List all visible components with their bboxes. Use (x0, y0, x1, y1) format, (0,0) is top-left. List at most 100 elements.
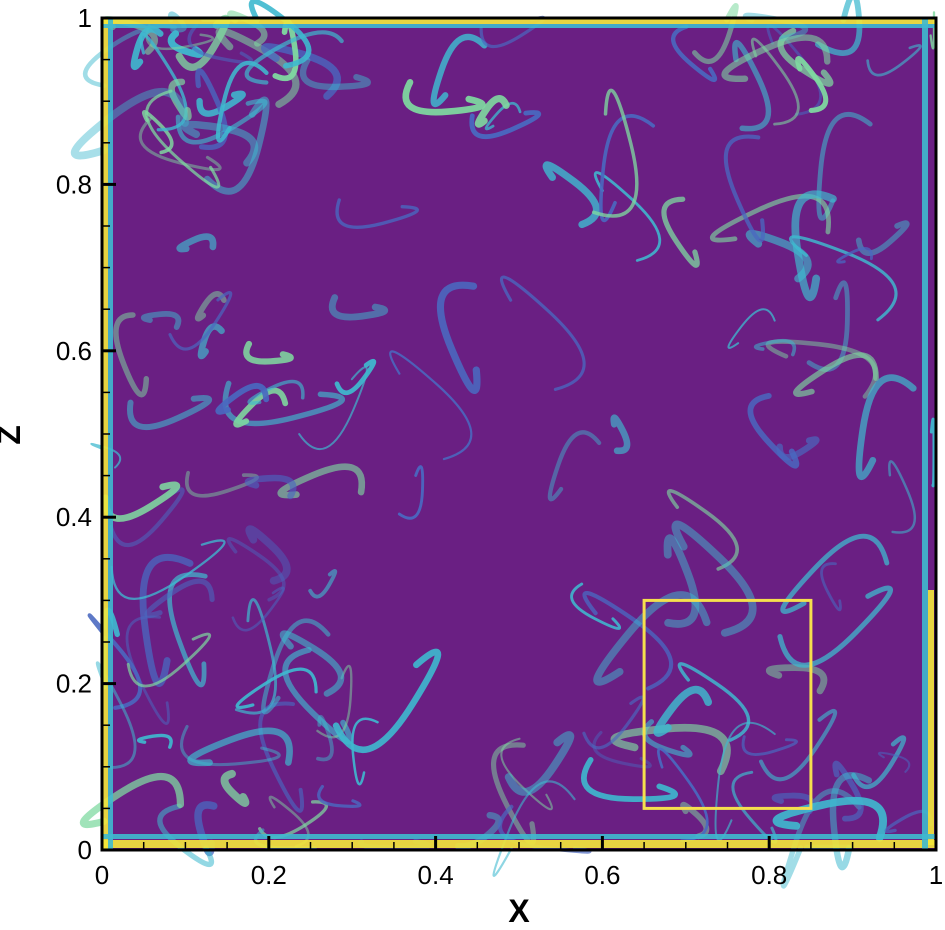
boundary-layer (928, 590, 934, 845)
vortex-filament (436, 281, 481, 395)
vortex-filament (759, 709, 838, 782)
vortex-filament (474, 95, 510, 128)
y-tick-labels: 0 0.2 0.4 0.6 0.8 1 (56, 3, 92, 865)
vortex-filament (226, 537, 286, 602)
vortex-filament (582, 695, 645, 750)
vortex-filament (671, 24, 717, 82)
vortex-filament (279, 630, 345, 697)
vortex-filament (677, 662, 751, 742)
vortex-filament (877, 751, 911, 773)
vortex-filament (500, 275, 586, 391)
vortex-filament (671, 520, 757, 637)
vortex-filament (231, 586, 285, 632)
vortex-filament (187, 23, 254, 65)
vortex-filament (268, 795, 310, 848)
vortex-filament (277, 463, 366, 499)
vortex-filament (692, 3, 739, 65)
vortex-filament (829, 772, 873, 871)
vortex-filament (194, 291, 227, 322)
vortex-filament (126, 395, 213, 431)
vortex-filament (79, 772, 185, 829)
vortex-filament (666, 489, 739, 571)
vortex-filament (795, 56, 829, 113)
boundary-layer (102, 18, 936, 24)
x-tick-label: 0.8 (751, 860, 787, 890)
x-tick-label: 0 (95, 860, 109, 890)
axis-ticks (100, 16, 938, 852)
vortex-filament (316, 714, 334, 762)
vortex-filament (95, 661, 137, 769)
vortex-filament (220, 769, 250, 807)
x-tick-labels: 0 0.2 0.4 0.6 0.8 1 (95, 860, 943, 890)
vortex-filament (145, 89, 221, 189)
vortex-filament (187, 727, 293, 767)
x-axis-title: X (508, 893, 530, 929)
vortex-filament (741, 735, 798, 756)
vortex-filament (130, 26, 164, 71)
vortex-filament (542, 161, 601, 229)
vortex-filament (140, 311, 182, 330)
x-tick-label: 0.4 (418, 860, 454, 890)
annotation-box (642, 598, 813, 810)
y-tick-label: 0.8 (56, 169, 92, 199)
vortex-filament (334, 358, 377, 395)
vortex-filament (832, 760, 864, 822)
y-tick-label: 1 (78, 3, 92, 33)
vortex-filament (87, 613, 143, 710)
vortex-filament (298, 366, 368, 451)
vortex-filament (866, 44, 922, 77)
vortex-filament (750, 37, 800, 126)
vortex-filament (855, 374, 917, 480)
vortex-filament (789, 235, 898, 322)
vortex-filament (816, 112, 873, 221)
vortex-filament (136, 733, 173, 749)
vortex-filament (110, 539, 226, 600)
vortex-filament (397, 465, 425, 520)
vortex-filament (582, 590, 674, 691)
vortex-filament (168, 290, 233, 351)
vortex-filament (180, 724, 281, 767)
vortex-filament (663, 534, 700, 628)
vortex-filament (721, 34, 831, 82)
y-tick-label: 0.6 (56, 336, 92, 366)
vortex-filament (599, 114, 656, 223)
boundary-layer (102, 834, 936, 839)
vortex-filament (215, 60, 269, 143)
boundary-layer (102, 24, 936, 28)
vortex-filament (591, 88, 639, 218)
vortex-filament (469, 110, 542, 139)
vortex-filament (203, 96, 270, 195)
vortex-filament (308, 569, 338, 599)
vortex-filament (244, 30, 344, 85)
vortex-filament (772, 796, 887, 842)
x-tick-label: 0.2 (251, 860, 287, 890)
vortex-filament (765, 664, 828, 695)
vortex-filament (176, 233, 217, 253)
vortex-filament (243, 340, 294, 365)
vortex-filament (820, 562, 842, 612)
vortex-filament (335, 198, 419, 229)
vortex-filament (723, 134, 765, 243)
vortex-filament (492, 780, 576, 877)
boundary-layer (922, 18, 928, 850)
vortex-filament (402, 79, 486, 116)
vortex-filament (195, 68, 228, 151)
vortex-filament (484, 101, 522, 131)
vortex-filament (727, 308, 776, 349)
vortex-filament (197, 323, 225, 360)
vortex-filament (780, 533, 890, 614)
y-tick-label: 0 (78, 835, 92, 865)
vortex-filament (126, 632, 212, 688)
x-tick-label: 0.6 (584, 860, 620, 890)
boundary-layer (108, 18, 113, 850)
vortex-filament (592, 730, 652, 769)
vortex-filament (328, 294, 389, 321)
vortex-filament (299, 57, 371, 90)
vortex-filament (753, 338, 797, 357)
vortex-filament (836, 246, 873, 264)
vortex-filament (142, 110, 174, 155)
vortex-filament (855, 220, 910, 256)
vortex-filament (144, 578, 215, 618)
vortex-filament (745, 229, 812, 283)
vortex-filament (332, 648, 442, 754)
